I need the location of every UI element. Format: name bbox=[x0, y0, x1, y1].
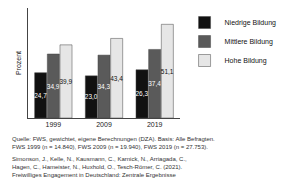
svg-text:2019: 2019 bbox=[147, 121, 163, 128]
svg-text:37,4: 37,4 bbox=[148, 80, 161, 87]
svg-text:24,7: 24,7 bbox=[34, 92, 47, 99]
svg-text:Simonson, J., Kelle, N., Kausm: Simonson, J., Kelle, N., Kausmann, C., K… bbox=[12, 156, 187, 178]
svg-text:43,4: 43,4 bbox=[110, 75, 123, 82]
svg-text:2009: 2009 bbox=[96, 121, 112, 128]
svg-text:34,9: 34,9 bbox=[47, 83, 60, 90]
svg-text:23,0: 23,0 bbox=[85, 93, 98, 100]
svg-text:51,1: 51,1 bbox=[161, 68, 174, 75]
svg-text:Hohe Bildung: Hohe Bildung bbox=[225, 57, 267, 65]
svg-text:1999: 1999 bbox=[46, 121, 62, 128]
svg-text:Prozent: Prozent bbox=[15, 51, 22, 75]
svg-text:Quelle: FWS, gewichtet, eigene: Quelle: FWS, gewichtet, eigene Berechnun… bbox=[12, 136, 215, 150]
svg-text:39,9: 39,9 bbox=[59, 78, 72, 85]
svg-text:26,3: 26,3 bbox=[135, 90, 148, 97]
svg-text:Niedrige Bildung: Niedrige Bildung bbox=[225, 19, 276, 27]
svg-text:Mittlere Bildung: Mittlere Bildung bbox=[225, 38, 273, 46]
svg-text:34,3: 34,3 bbox=[97, 83, 110, 90]
